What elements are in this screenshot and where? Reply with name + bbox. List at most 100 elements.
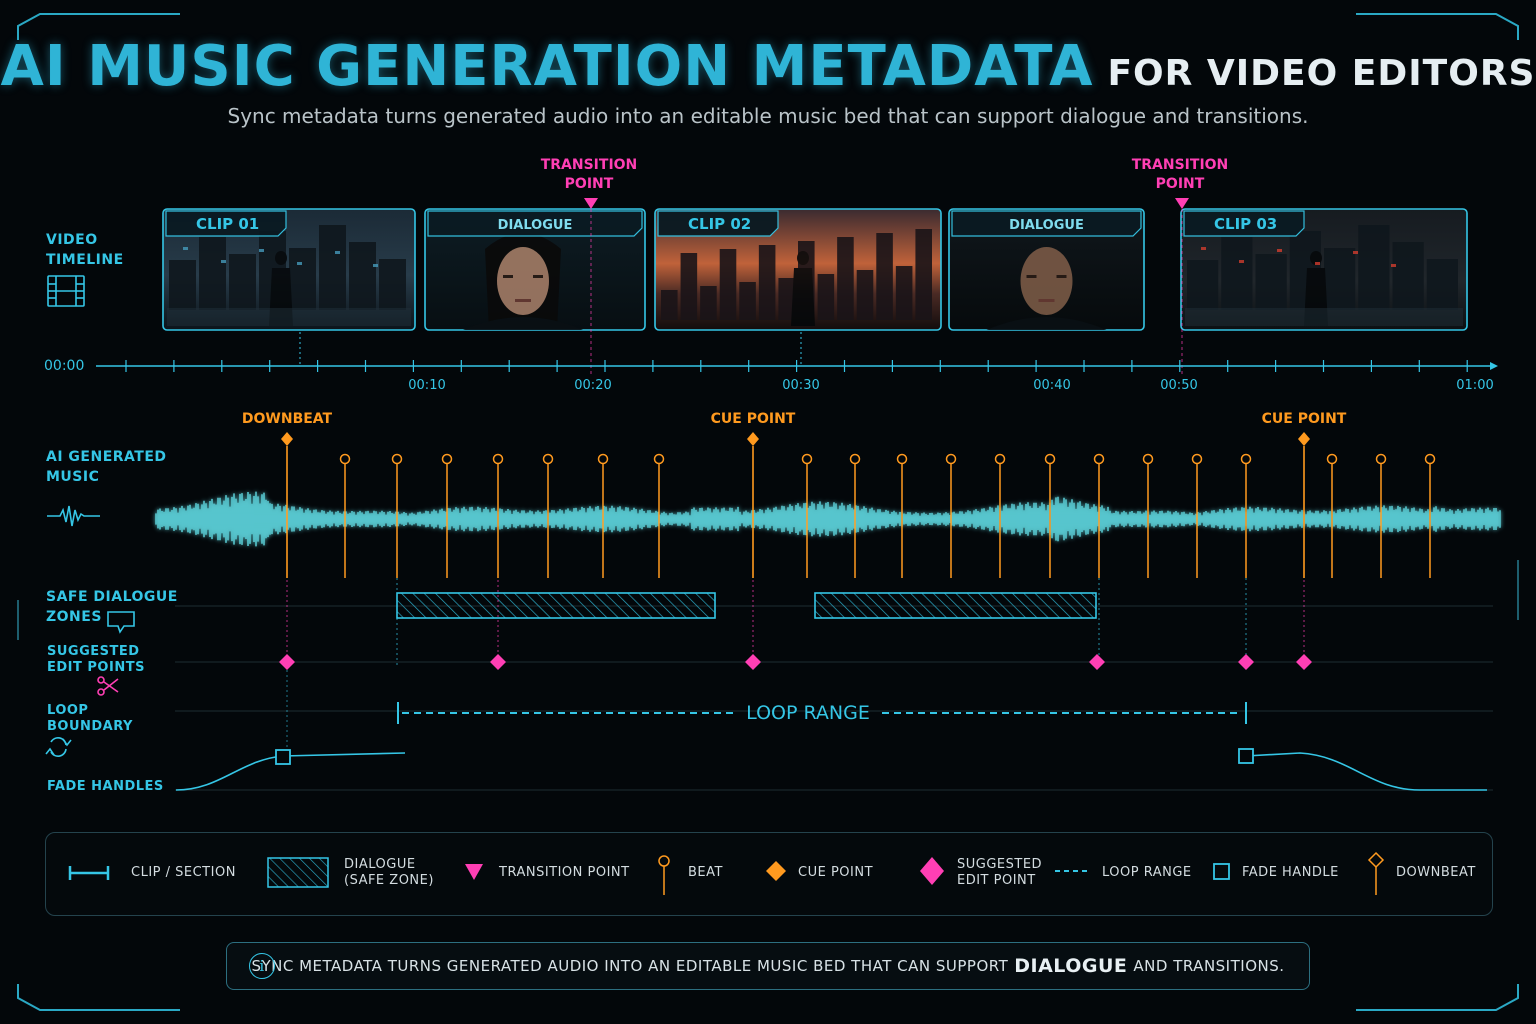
cue-point-marker: CUE POINT xyxy=(711,411,796,578)
building-shape xyxy=(856,270,874,320)
beat-head xyxy=(492,453,504,465)
row-label-music-line2: MUSIC xyxy=(46,469,100,485)
row-label-edit-line1: SUGGESTED xyxy=(47,644,140,659)
building-shape xyxy=(1392,242,1424,310)
clip-scene-skyline xyxy=(661,229,932,326)
building-shape xyxy=(915,229,932,320)
fade-in-handle xyxy=(275,749,291,765)
downbeat-marker: DOWNBEAT xyxy=(242,411,333,578)
legend-edit-line2: EDIT POINT xyxy=(957,873,1036,888)
clip-panel-4[interactable]: DIALOGUE xyxy=(948,208,1145,331)
building-shape xyxy=(817,274,835,320)
beat-marker xyxy=(339,453,351,578)
fade-handle-icon xyxy=(1213,863,1230,880)
row-label-music-line1: AI GENERATED xyxy=(46,449,167,465)
beat-marker xyxy=(1044,453,1056,578)
fade-handles xyxy=(175,748,1487,791)
edit-point-diamond xyxy=(279,654,295,670)
row-label-loop-line1: LOOP xyxy=(47,703,89,718)
clip-scene-man xyxy=(986,247,1107,330)
beat-head xyxy=(945,453,957,465)
clip-label-tab xyxy=(427,210,643,237)
clip-panel-2[interactable]: DIALOGUE xyxy=(424,208,646,331)
neon-light xyxy=(335,251,340,254)
info-note: i SYNC METADATA TURNS GENERATED AUDIO IN… xyxy=(226,942,1310,990)
legend-transition-label: TRANSITION POINT xyxy=(499,865,630,880)
clip-label: CLIP 03 xyxy=(1214,215,1277,233)
beat-head xyxy=(1375,453,1387,465)
timeline-tick-label: 00:50 xyxy=(1160,378,1197,393)
legend-fade-label: FADE HANDLE xyxy=(1242,865,1339,880)
clip-panel-5[interactable]: CLIP 03 xyxy=(1180,208,1468,331)
shoulders-shape xyxy=(463,317,583,330)
building-shape xyxy=(661,290,678,320)
beat-head xyxy=(994,453,1006,465)
building-shape xyxy=(758,245,776,320)
title-sub: FOR VIDEO EDITORS xyxy=(1107,53,1536,94)
building-shape xyxy=(1358,225,1390,310)
beat-marker xyxy=(1326,453,1338,578)
building-shape xyxy=(289,248,316,310)
clip-scene-woman xyxy=(463,233,583,330)
dialogue-zone xyxy=(814,592,1097,619)
building-shape xyxy=(199,237,226,310)
eye-shape xyxy=(1056,275,1067,278)
dialogue-zone xyxy=(396,592,716,619)
clip-scene-alley xyxy=(1185,225,1463,326)
safe-dialogue-zones xyxy=(396,592,1097,619)
loop-range-label: LOOP RANGE xyxy=(746,702,870,724)
legend-loop-label: LOOP RANGE xyxy=(1102,865,1192,880)
face-shape xyxy=(1020,247,1073,315)
neon-light xyxy=(183,247,188,250)
legend-beat-label: BEAT xyxy=(688,865,723,880)
cue-point-marker-label: CUE POINT xyxy=(711,411,796,427)
building-shape xyxy=(1255,254,1287,310)
beat-marker xyxy=(391,453,403,578)
beat-marker xyxy=(994,453,1006,578)
beat-head xyxy=(1326,453,1338,465)
row-label-fade: FADE HANDLES xyxy=(47,779,164,794)
clip-panel-3[interactable]: CLIP 02 xyxy=(654,208,942,331)
cue-diamond-icon xyxy=(766,861,786,881)
figure-head xyxy=(275,251,287,265)
transition-triangle xyxy=(1175,198,1189,209)
neon-light xyxy=(1315,262,1320,265)
beat-marker xyxy=(1142,453,1154,578)
clip-label: CLIP 01 xyxy=(196,215,259,233)
page-title: AI MUSIC GENERATION METADATA FOR VIDEO ED… xyxy=(0,34,1536,99)
neon-light xyxy=(1353,251,1358,254)
neon-light xyxy=(1239,260,1244,263)
transition-label-line2: POINT xyxy=(1156,176,1205,192)
neon-light xyxy=(297,262,302,265)
mouth-shape xyxy=(515,299,531,302)
row-label-video: VIDEO TIMELINE xyxy=(46,230,124,270)
row-label-edit-line2: EDIT POINTS xyxy=(47,660,145,675)
beat-head xyxy=(542,453,554,465)
dialogue-zone-swatch xyxy=(267,857,329,888)
eye-shape xyxy=(1026,275,1037,278)
legend-clip-label: CLIP / SECTION xyxy=(131,865,236,880)
note-emphasis: DIALOGUE xyxy=(1014,955,1128,977)
lane-baselines xyxy=(175,605,1493,791)
building-shape xyxy=(1324,248,1356,310)
beat-head xyxy=(1093,453,1105,465)
cue-markers: DOWNBEAT CUE POINT CUE POINT xyxy=(242,411,1347,578)
fade-out-curve xyxy=(1245,752,1487,791)
note-pre: SYNC METADATA TURNS GENERATED AUDIO INTO… xyxy=(251,957,1009,975)
clip-panel-1[interactable]: CLIP 01 xyxy=(162,208,416,331)
neon-light xyxy=(221,260,226,263)
cue-point-marker-diamond xyxy=(1298,432,1310,446)
beat-marker xyxy=(597,453,609,578)
row-label-music: AI GENERATED MUSIC xyxy=(46,447,167,487)
subtitle: Sync metadata turns generated audio into… xyxy=(227,104,1309,128)
building-shape xyxy=(876,233,893,320)
neon-light xyxy=(1391,264,1396,267)
row-label-dialogue-line1: SAFE DIALOGUE xyxy=(46,589,178,605)
row-label-video-line1: VIDEO xyxy=(46,232,98,248)
edit-diamond-icon xyxy=(920,857,944,885)
beat-marker xyxy=(441,453,453,578)
beat-marker xyxy=(1093,453,1105,578)
building-shape xyxy=(1221,237,1253,310)
